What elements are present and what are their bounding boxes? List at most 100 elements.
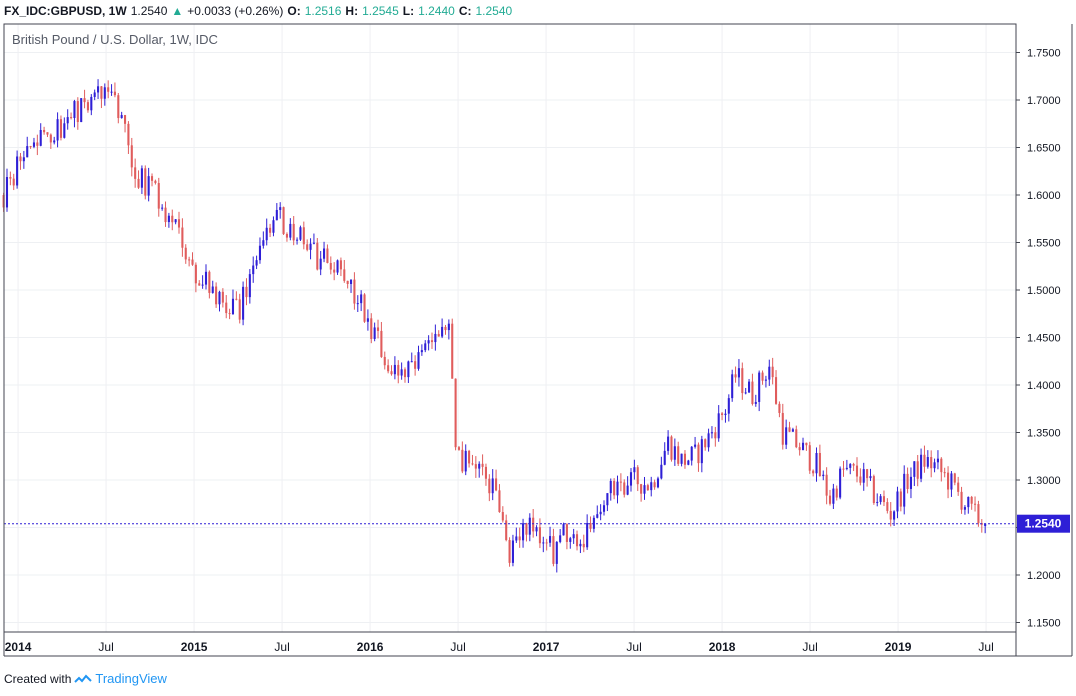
candle: [980, 519, 983, 533]
candle-body: [356, 303, 359, 305]
y-tick-label: 1.4000: [1027, 380, 1061, 392]
candle-body: [447, 323, 450, 331]
candle-body: [680, 453, 683, 464]
candle-body: [154, 180, 157, 184]
candle-body: [397, 364, 400, 376]
candle: [279, 202, 282, 219]
candle-body: [697, 444, 700, 464]
candle: [555, 541, 558, 573]
candle-body: [643, 485, 646, 494]
candle: [984, 523, 987, 534]
last-price: 1.2540: [130, 4, 168, 18]
time-scale[interactable]: 2014 Jul 2015 Jul 2016 Jul 2017 Jul 2018 Jul 2019 J…: [5, 640, 994, 654]
candle-body: [16, 156, 19, 186]
candle-body: [231, 298, 235, 315]
symbol-label[interactable]: FX_IDC:GBPUSD, 1W: [4, 4, 127, 18]
candle: [161, 204, 164, 211]
candle: [893, 510, 896, 526]
candle-body: [86, 102, 89, 111]
candle-body: [663, 450, 666, 465]
candle-body: [602, 505, 606, 512]
candle-body: [909, 476, 913, 489]
candle: [49, 133, 52, 149]
candle: [353, 272, 356, 310]
candle: [957, 476, 960, 496]
candle: [548, 526, 552, 547]
candle: [737, 359, 740, 387]
candle: [835, 485, 838, 501]
candle: [245, 278, 248, 306]
candle-body: [805, 442, 808, 446]
candle: [147, 167, 150, 202]
candle-body: [852, 464, 855, 466]
candle: [130, 137, 133, 177]
candle: [19, 152, 22, 170]
candle: [363, 293, 366, 323]
candle-body: [56, 119, 59, 141]
candle-body: [636, 467, 639, 485]
created-with-label: Created with: [4, 671, 72, 686]
candle: [798, 442, 801, 456]
candle-body: [326, 248, 329, 263]
high-label: H:: [345, 4, 359, 18]
candle-body: [9, 177, 12, 179]
candle-body: [269, 227, 272, 233]
candle-body: [441, 326, 444, 337]
candle: [505, 514, 508, 542]
candle-body: [252, 265, 255, 275]
candle-body: [414, 361, 417, 369]
candle: [646, 483, 649, 491]
candle: [211, 280, 214, 294]
candle-body: [518, 536, 521, 541]
candle-body: [184, 247, 187, 260]
candle: [204, 264, 208, 290]
candle: [710, 426, 713, 439]
candle-body: [366, 318, 369, 322]
candle-body: [275, 209, 278, 221]
candle-body: [444, 326, 447, 331]
candle: [947, 466, 950, 499]
candle: [208, 270, 211, 299]
candle-body: [353, 279, 356, 304]
y-tick-label: 1.7000: [1027, 95, 1061, 107]
candle-body: [913, 461, 916, 477]
candle: [940, 457, 943, 482]
candle: [960, 486, 963, 514]
candle: [967, 496, 970, 514]
candle-body: [629, 472, 633, 486]
candle: [899, 488, 902, 512]
candle: [360, 290, 363, 312]
candle-body: [528, 517, 531, 535]
candle-body: [926, 457, 929, 467]
candle-body: [714, 432, 717, 439]
price-chart[interactable]: 1.7500 1.7000 1.6500 1.6000 1.5500 1.5000 1.45…: [0, 20, 1076, 661]
candle: [680, 453, 683, 467]
candle: [936, 450, 939, 470]
candle: [12, 173, 15, 191]
y-tick-label: 1.6500: [1027, 143, 1061, 155]
candle: [569, 536, 572, 549]
candle: [707, 428, 710, 452]
candle: [943, 467, 946, 478]
candle: [437, 330, 440, 337]
candle: [656, 476, 660, 489]
candle: [542, 536, 545, 553]
candle-body: [407, 361, 410, 378]
candle: [26, 136, 29, 158]
candle-body: [383, 356, 386, 366]
candle: [380, 321, 383, 358]
watermark[interactable]: Created with TradingView: [4, 671, 167, 686]
candle: [66, 109, 69, 130]
candle-body: [764, 379, 767, 381]
price-scale[interactable]: 1.7500 1.7000 1.6500 1.6000 1.5500 1.5000 1.45…: [1016, 48, 1061, 630]
candle: [785, 419, 788, 450]
candle-body: [336, 260, 339, 273]
candle-body: [933, 462, 936, 469]
candle: [535, 525, 538, 537]
candle-body: [721, 413, 724, 416]
candle-body: [862, 469, 865, 483]
candle: [478, 461, 481, 478]
candle-body: [468, 450, 471, 464]
candle: [198, 280, 201, 286]
candle-body: [191, 259, 194, 265]
